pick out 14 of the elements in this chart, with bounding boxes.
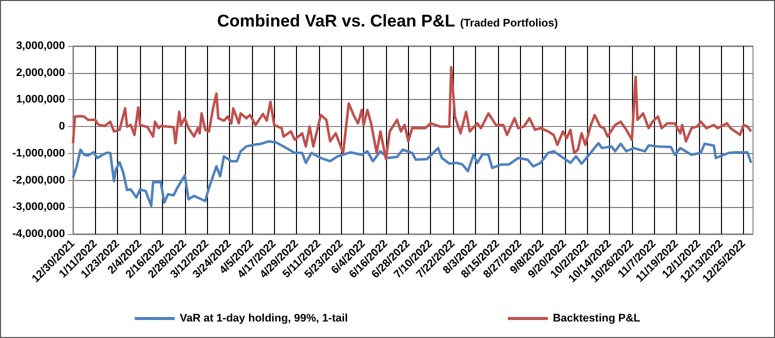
y-tick-label: -4,000,000	[12, 228, 65, 240]
line-series	[72, 66, 752, 160]
legend-label: Backtesting P&L	[552, 312, 641, 324]
y-tick-label: 2,000,000	[16, 66, 65, 79]
chart-subtitle: (Traded Portfolios)	[460, 18, 558, 30]
y-tick-label: 0	[58, 120, 65, 133]
y-tick-label: -2,000,000	[12, 174, 65, 186]
chart-title: Combined VaR vs. Clean P&L	[217, 12, 456, 30]
y-tick-label: 3,000,000	[16, 40, 65, 52]
legend-label: VaR at 1-day holding, 99%, 1-tail	[180, 312, 348, 324]
y-tick-label: -3,000,000	[12, 201, 65, 214]
y-tick-label: -1,000,000	[12, 147, 65, 160]
y-tick-label: 1,000,000	[16, 94, 65, 106]
line-series	[72, 140, 752, 208]
